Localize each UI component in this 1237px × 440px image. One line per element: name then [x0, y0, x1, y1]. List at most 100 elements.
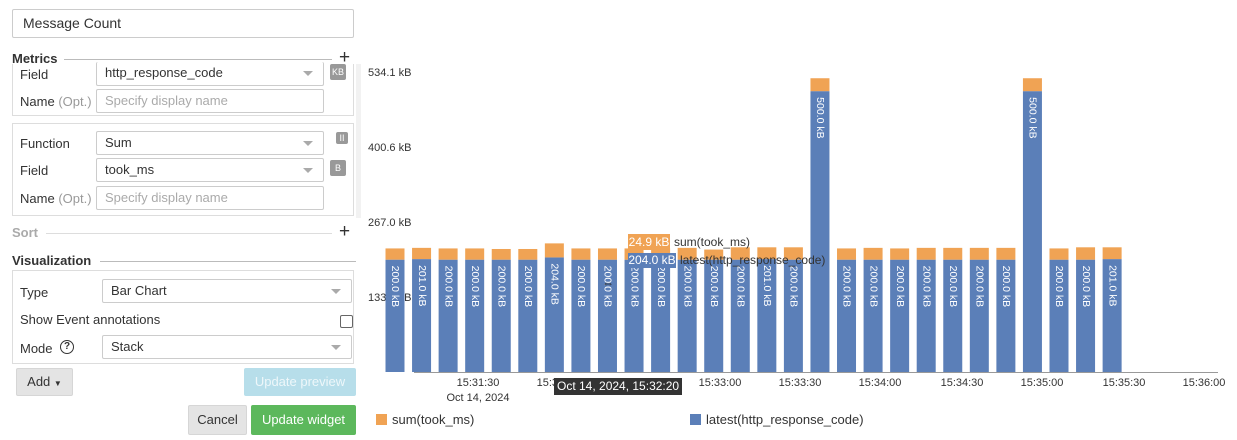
- bar-sum[interactable]: [597, 248, 617, 260]
- bar-value-label: 201.0 kB: [761, 265, 773, 306]
- bar-value-label: 200.0 kB: [1080, 266, 1092, 307]
- bar-latest[interactable]: [810, 91, 830, 372]
- metric2-name-input[interactable]: Specify display name: [96, 186, 324, 210]
- bar-latest[interactable]: [783, 259, 803, 372]
- tooltip-sum-name: sum(took_ms): [674, 235, 751, 249]
- bar-value-label: 200.0 kB: [681, 266, 693, 307]
- bar-latest[interactable]: [1076, 259, 1096, 372]
- metric2-field-select[interactable]: took_ms: [96, 158, 324, 182]
- y-tick-label: 400.6 kB: [368, 142, 411, 154]
- bar-latest[interactable]: [969, 259, 989, 372]
- visualization-heading: Visualization: [12, 253, 92, 268]
- visualization-box: Type Bar Chart Show Event annotations Mo…: [12, 270, 354, 364]
- add-metric-plus-icon[interactable]: +: [339, 47, 351, 68]
- bar-value-label: 200.0 kB: [655, 266, 667, 307]
- bar-latest[interactable]: [385, 259, 405, 372]
- widget-title-input[interactable]: Message Count: [12, 9, 354, 38]
- viz-type-label: Type: [20, 285, 49, 300]
- bar-sum[interactable]: [863, 247, 883, 260]
- add-dropdown-button[interactable]: Add ▼: [16, 368, 73, 396]
- chevron-down-icon: [303, 141, 313, 146]
- bar-latest[interactable]: [704, 259, 724, 372]
- viz-mode-value: Stack: [111, 339, 144, 354]
- bar-latest[interactable]: [412, 259, 432, 372]
- tooltip-latest-name: latest(http_response_code): [680, 253, 826, 267]
- bar-value-label: 200.0 kB: [628, 266, 640, 307]
- viz-type-value: Bar Chart: [111, 283, 167, 298]
- bar-latest[interactable]: [438, 259, 458, 372]
- bar-sum[interactable]: [465, 248, 485, 260]
- bar-sum[interactable]: [1076, 247, 1096, 260]
- move-cursor-icon: ⇔: [602, 276, 614, 290]
- bar-sum[interactable]: [491, 248, 511, 260]
- metric-box-1: Field http_response_code KB Name (Opt.) …: [12, 62, 354, 116]
- bar-latest[interactable]: [890, 259, 910, 372]
- event-annotations-checkbox[interactable]: [340, 315, 353, 328]
- sort-heading: Sort: [12, 225, 38, 240]
- metrics-scrollbar[interactable]: [356, 64, 361, 218]
- add-sort-plus-icon[interactable]: +: [339, 221, 351, 242]
- bar-latest[interactable]: [1049, 259, 1069, 372]
- viz-type-select[interactable]: Bar Chart: [102, 279, 352, 303]
- bar-sum[interactable]: [385, 248, 405, 260]
- bar-latest[interactable]: [757, 259, 777, 372]
- metric1-field-select[interactable]: http_response_code: [96, 62, 324, 86]
- chevron-down-icon: [303, 71, 313, 76]
- metric2-type-badge: B: [330, 160, 346, 176]
- bar-sum[interactable]: [1022, 78, 1042, 92]
- metrics-heading: Metrics: [12, 51, 58, 66]
- bar-sum[interactable]: [438, 248, 458, 260]
- update-preview-button[interactable]: Update preview: [244, 368, 356, 396]
- bar-latest[interactable]: [491, 259, 511, 372]
- bar-value-label: 200.0 kB: [495, 266, 507, 307]
- legend-sum[interactable]: sum(took_ms): [392, 412, 475, 427]
- x-tick-label: 15:34:30: [941, 377, 984, 389]
- metric2-function-select[interactable]: Sum: [96, 131, 324, 155]
- bar-latest[interactable]: [518, 259, 538, 372]
- bar-latest[interactable]: [1022, 91, 1042, 372]
- bar-latest[interactable]: [624, 259, 644, 372]
- bar-sum[interactable]: [969, 247, 989, 260]
- bar-sum[interactable]: [571, 248, 591, 260]
- x-tick-label: 15:33:30: [779, 377, 822, 389]
- legend-swatch-latest: [690, 414, 701, 425]
- bar-latest[interactable]: [996, 259, 1016, 372]
- bar-latest[interactable]: [571, 259, 591, 372]
- bar-latest[interactable]: [651, 259, 671, 372]
- legend-latest[interactable]: latest(http_response_code): [706, 412, 864, 427]
- bar-latest[interactable]: [863, 259, 883, 372]
- bar-value-label: 200.0 kB: [389, 266, 401, 307]
- chevron-down-icon: [303, 168, 313, 173]
- viz-mode-select[interactable]: Stack: [102, 335, 352, 359]
- bar-sum[interactable]: [996, 247, 1016, 260]
- bar-sum[interactable]: [412, 247, 432, 260]
- bar-latest[interactable]: [465, 259, 485, 372]
- bar-sum[interactable]: [943, 247, 963, 260]
- bar-latest[interactable]: [1102, 259, 1122, 372]
- x-tick-label: 15:35:00: [1021, 377, 1064, 389]
- bar-sum[interactable]: [890, 248, 910, 260]
- bar-latest[interactable]: [730, 259, 750, 372]
- metrics-divider: [64, 59, 332, 60]
- bar-latest[interactable]: [677, 259, 697, 372]
- bar-sum[interactable]: [544, 243, 564, 258]
- bar-latest[interactable]: [916, 259, 936, 372]
- add-button-label: Add: [27, 374, 51, 389]
- update-widget-button[interactable]: Update widget: [251, 405, 356, 435]
- bar-latest[interactable]: [837, 259, 857, 372]
- x-date-label: Oct 14, 2024: [447, 392, 510, 404]
- bar-sum[interactable]: [810, 78, 830, 92]
- bar-sum[interactable]: [518, 248, 538, 260]
- legend-swatch-sum: [376, 414, 387, 425]
- bar-latest[interactable]: [544, 257, 564, 372]
- bar-sum[interactable]: [837, 248, 857, 260]
- bar-sum[interactable]: [1102, 247, 1122, 260]
- bar-latest[interactable]: [943, 259, 963, 372]
- metric1-name-input[interactable]: Specify display name: [96, 89, 324, 113]
- help-icon[interactable]: ?: [60, 340, 74, 354]
- metric2-function-value: Sum: [105, 135, 132, 150]
- cancel-button[interactable]: Cancel: [188, 405, 247, 435]
- bar-value-label: 200.0 kB: [920, 266, 932, 307]
- bar-sum[interactable]: [916, 247, 936, 260]
- bar-sum[interactable]: [1049, 248, 1069, 260]
